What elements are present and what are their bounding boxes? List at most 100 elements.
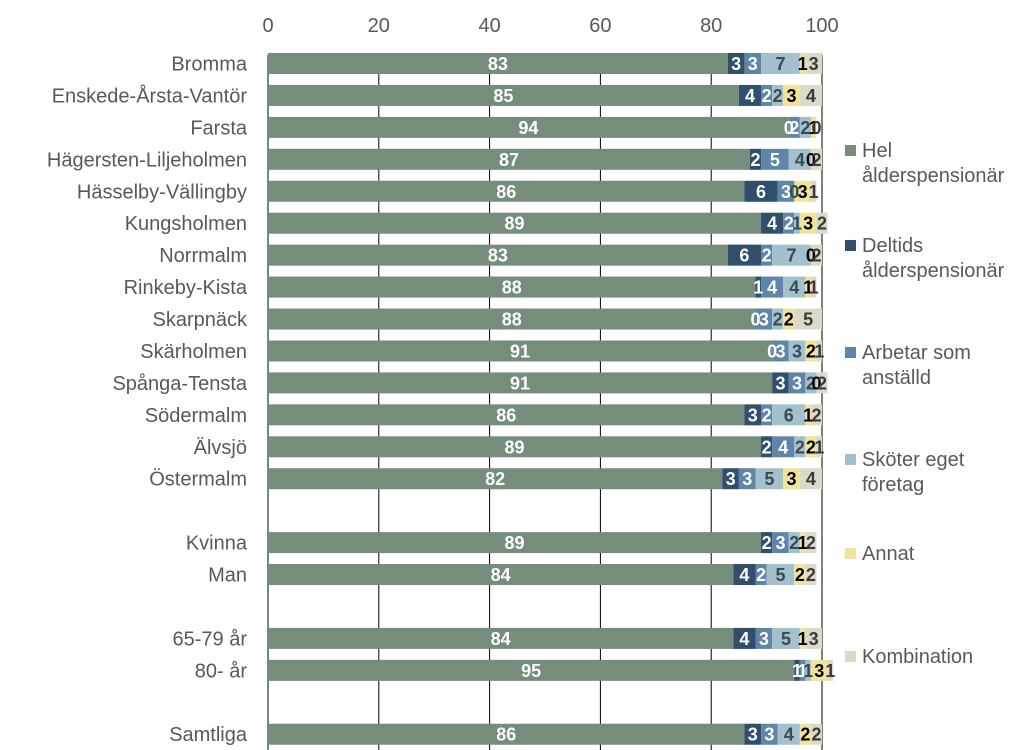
bar-segment xyxy=(810,276,817,298)
data-label: 4 xyxy=(789,278,799,298)
bar-segment xyxy=(799,723,811,745)
data-label: 83 xyxy=(488,246,508,266)
data-label: 85 xyxy=(493,86,513,106)
bar-segment xyxy=(761,532,773,554)
bar-segment xyxy=(268,116,789,138)
data-label: 3 xyxy=(726,469,736,489)
data-label: 1 xyxy=(803,405,813,425)
data-label: 4 xyxy=(739,629,749,649)
legend: Hel ålderspensionär Deltids ålderspensionär… xyxy=(845,140,1005,668)
bar-segment xyxy=(810,404,822,426)
bar-segment xyxy=(794,212,800,234)
bar-segment xyxy=(755,564,767,586)
bar-segment xyxy=(268,180,745,202)
data-label: 0 xyxy=(784,118,794,138)
bar-segment xyxy=(268,532,762,554)
x-tick-label: 60 xyxy=(589,15,611,37)
bar-segment xyxy=(755,468,784,490)
bar-segment xyxy=(794,308,822,330)
x-axis-tick-labels: 0 20 40 60 80 100 xyxy=(262,15,838,37)
data-label: 2 xyxy=(817,214,827,234)
data-label: 82 xyxy=(485,469,505,489)
data-label: 86 xyxy=(496,405,516,425)
bar-segment xyxy=(727,244,762,266)
bar-segment xyxy=(744,404,762,426)
data-label: 4 xyxy=(784,725,794,745)
bar-segment xyxy=(816,436,822,458)
data-label: 1 xyxy=(798,54,808,74)
bar-segment xyxy=(733,627,756,649)
bar-segment xyxy=(722,468,739,490)
bar-segment xyxy=(755,627,773,649)
data-label: 94 xyxy=(518,118,538,138)
data-label: 91 xyxy=(510,341,530,361)
category-label: Rinkeby-Kista xyxy=(124,277,248,299)
data-label: 1 xyxy=(753,278,763,298)
bar-segment xyxy=(268,148,750,170)
bar-segment xyxy=(799,627,806,649)
bar-segment xyxy=(805,436,817,458)
legend-swatch-icon xyxy=(845,347,856,358)
data-label: 6 xyxy=(739,246,749,266)
bar-segment xyxy=(761,212,784,234)
bar-segment xyxy=(772,340,789,362)
data-label: 3 xyxy=(748,405,758,425)
legend-label: ålderspensionär xyxy=(862,260,1005,282)
data-label: 3 xyxy=(787,469,797,489)
bar-segment xyxy=(788,340,806,362)
bar-segment xyxy=(761,53,800,74)
bar-segment xyxy=(772,372,789,394)
bar-segment xyxy=(799,212,817,234)
bar-segment xyxy=(805,53,822,74)
category-label: Hägersten-Liljeholmen xyxy=(47,149,247,171)
data-label: 2 xyxy=(784,310,794,330)
bar-segment xyxy=(761,244,773,266)
x-tick-label: 0 xyxy=(262,15,273,37)
data-label: 2 xyxy=(762,246,772,266)
bar-segment xyxy=(805,276,811,298)
data-label: 2 xyxy=(762,533,772,553)
data-label: 87 xyxy=(499,150,519,170)
data-label: 3 xyxy=(803,214,813,234)
data-label: 3 xyxy=(809,54,819,74)
data-label: 1 xyxy=(814,437,824,457)
bar-segment xyxy=(733,564,756,586)
category-label: Farsta xyxy=(190,117,248,139)
data-label: 3 xyxy=(759,310,769,330)
bar-segment xyxy=(799,659,806,681)
data-label: 84 xyxy=(491,629,511,649)
bar-segment xyxy=(805,532,817,554)
bar-segment xyxy=(777,180,795,202)
category-label: Enskede-Årsta-Vantör xyxy=(52,84,248,107)
data-label: 2 xyxy=(800,118,810,138)
data-label: 1 xyxy=(792,214,802,234)
bar-segment xyxy=(772,627,800,649)
data-label: 1 xyxy=(809,182,819,202)
data-label: 2 xyxy=(811,150,821,170)
data-label: 2 xyxy=(773,86,783,106)
legend-swatch-icon xyxy=(845,651,856,662)
data-label: 4 xyxy=(806,86,816,106)
data-label: 5 xyxy=(770,150,780,170)
bar-segment xyxy=(761,148,789,170)
data-label: 88 xyxy=(502,278,522,298)
bar-segment xyxy=(783,212,795,234)
category-label: Södermalm xyxy=(145,405,247,427)
category-label: Skarpnäck xyxy=(153,309,248,331)
bar-segment xyxy=(268,340,773,362)
category-label: Bromma xyxy=(171,54,247,76)
data-label: 2 xyxy=(811,405,821,425)
bar-segment xyxy=(761,404,773,426)
category-labels: Bromma Enskede-Årsta-Vantör Farsta Hägerste… xyxy=(47,54,248,747)
bar-segment xyxy=(744,53,762,74)
data-label: 83 xyxy=(488,54,508,74)
bar-segment xyxy=(816,212,828,234)
data-label: 89 xyxy=(505,214,525,234)
data-label: 1 xyxy=(798,661,808,681)
data-label: 1 xyxy=(809,278,819,298)
bar-segment xyxy=(761,723,778,745)
data-label: 1 xyxy=(803,278,813,298)
data-label: 5 xyxy=(803,310,813,330)
